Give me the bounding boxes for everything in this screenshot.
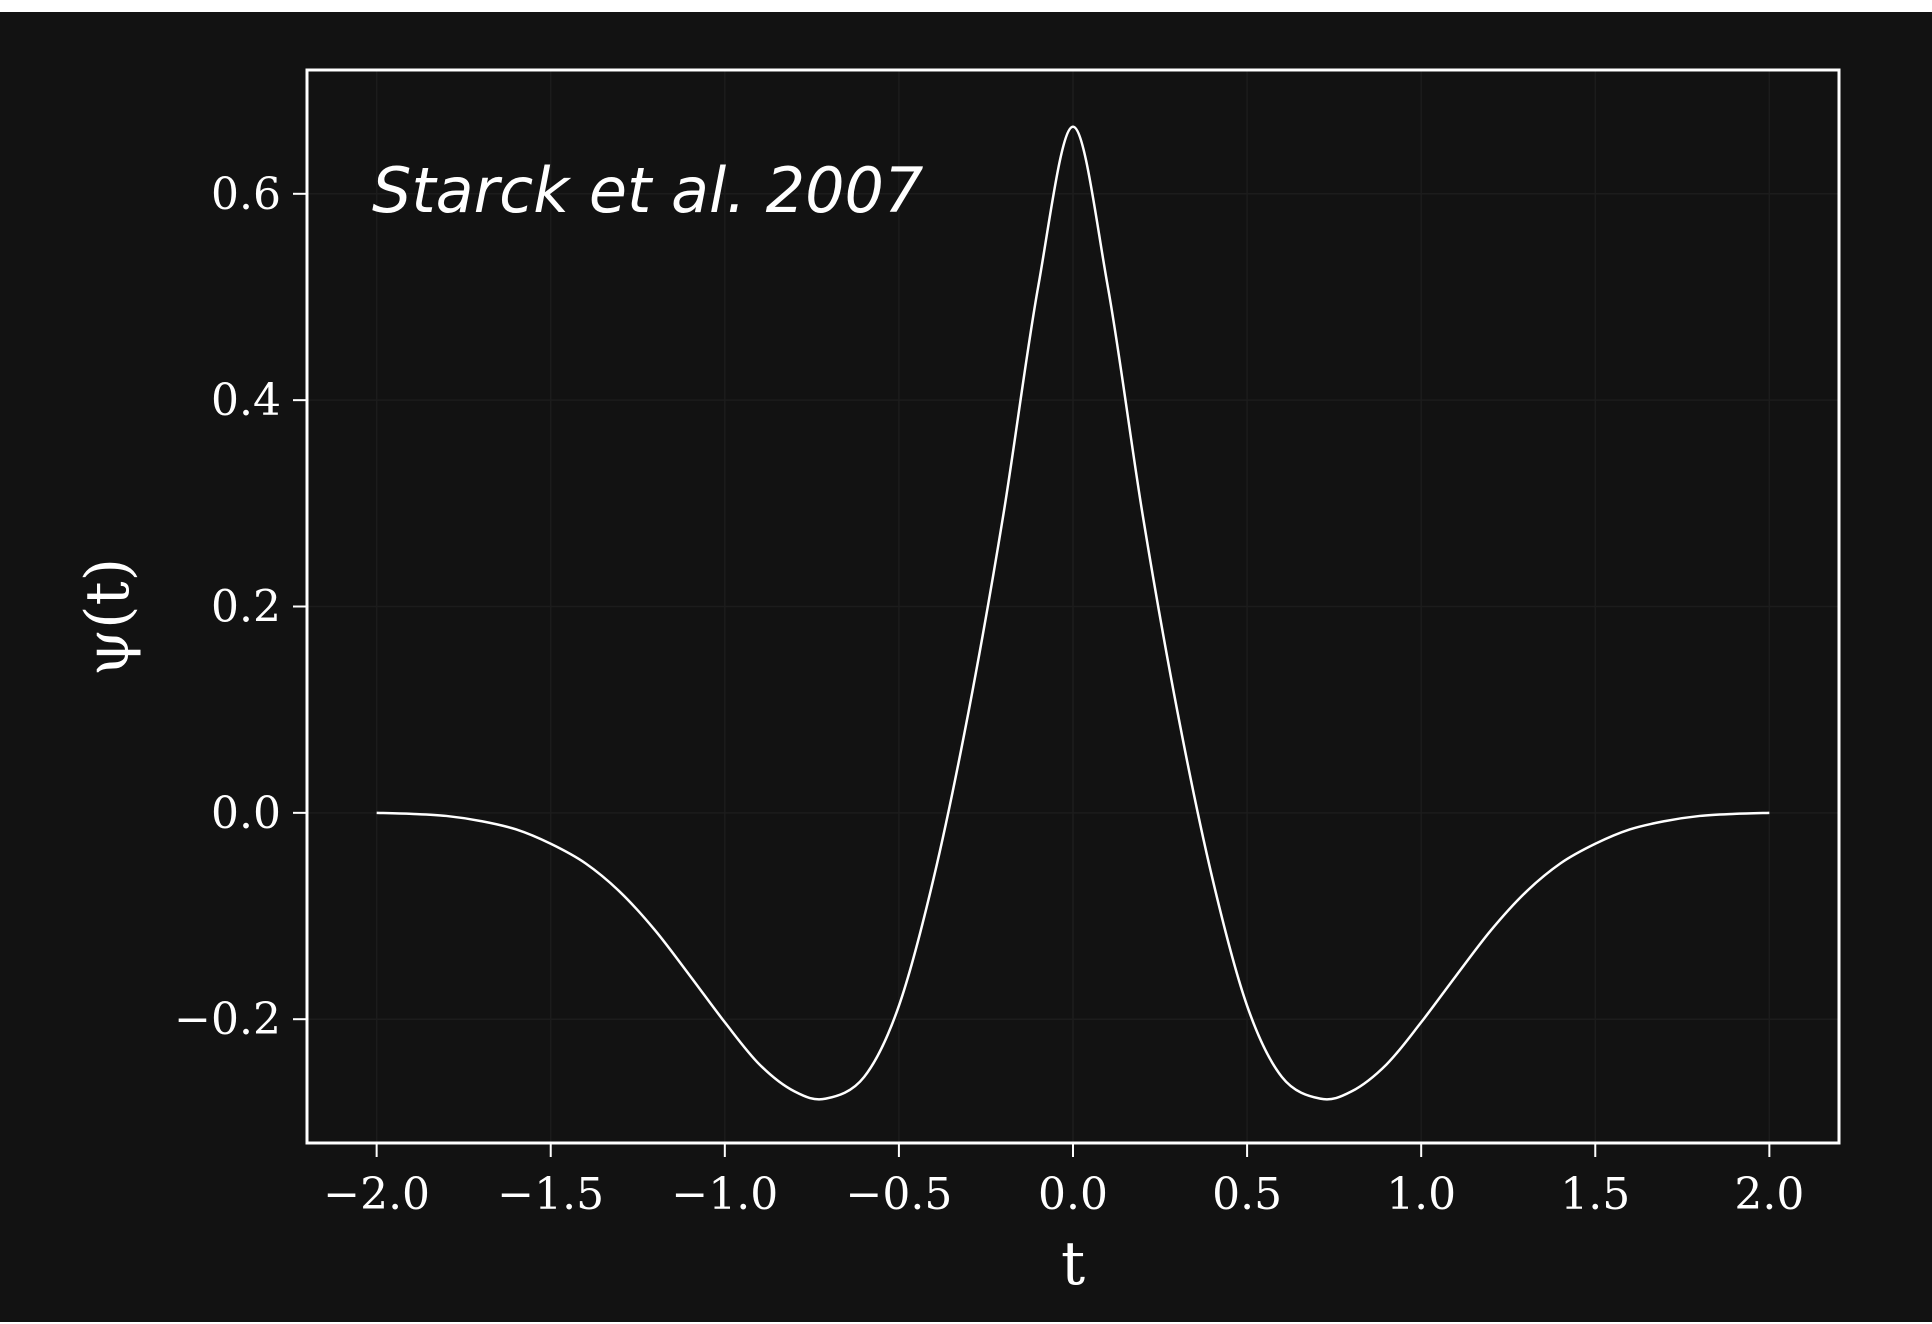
x-tick-label-2: −1.0	[671, 1169, 778, 1220]
y-tick-label-1: 0.0	[211, 788, 281, 839]
x-tick-label-3: −0.5	[845, 1169, 952, 1220]
x-tick-label-4: 0.0	[1038, 1169, 1108, 1220]
chart-svg: −2.0 −1.5 −1.0 −0.5 0.0 0.5 1.0 1.5 2.0 −0.2 0.0 0…	[73, 68, 1841, 1299]
y-axis-ticks: −0.2 0.0 0.2 0.4 0.6	[174, 169, 307, 1045]
y-axis-title: ψ(t)	[73, 558, 143, 676]
x-tick-label-7: 1.5	[1560, 1169, 1630, 1220]
y-tick-label-3: 0.4	[211, 375, 281, 426]
x-axis-title: t	[1061, 1229, 1085, 1299]
series-line-psi	[376, 125, 1770, 1101]
y-tick-label-0: −0.2	[174, 994, 281, 1045]
x-tick-label-8: 2.0	[1734, 1169, 1804, 1220]
x-tick-label-1: −1.5	[497, 1169, 604, 1220]
x-tick-label-6: 1.0	[1386, 1169, 1456, 1220]
x-tick-label-5: 0.5	[1212, 1169, 1282, 1220]
x-axis-ticks: −2.0 −1.5 −1.0 −0.5 0.0 0.5 1.0 1.5 2.0	[323, 1143, 1804, 1220]
annotation-label: Starck et al. 2007	[372, 154, 923, 227]
y-tick-label-2: 0.2	[211, 582, 281, 633]
y-tick-label-4: 0.6	[211, 169, 281, 220]
grid-lines	[307, 70, 1839, 1143]
figure: −2.0 −1.5 −1.0 −0.5 0.0 0.5 1.0 1.5 2.0 −0.2 0.0 0…	[0, 12, 1932, 1322]
x-tick-label-0: −2.0	[323, 1169, 430, 1220]
